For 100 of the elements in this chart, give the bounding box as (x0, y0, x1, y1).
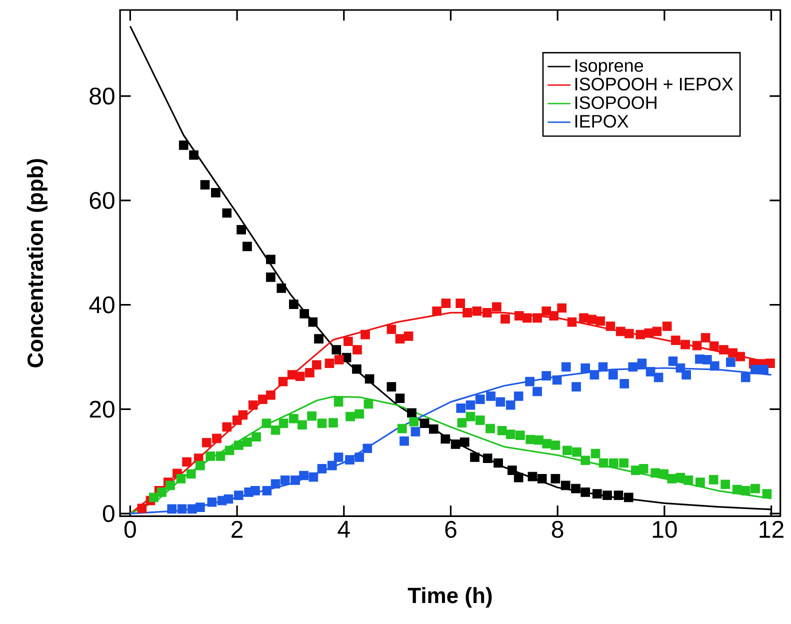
point (592, 488, 602, 498)
point (234, 440, 244, 450)
point (466, 400, 476, 410)
point (364, 374, 374, 384)
point (262, 418, 272, 428)
point (580, 456, 590, 465)
y-tick-label: 0 (102, 504, 114, 522)
legend-label: IEPOX (575, 114, 628, 128)
point (580, 487, 590, 497)
point (456, 403, 466, 413)
point (571, 484, 580, 494)
point (740, 486, 750, 496)
point (280, 475, 290, 485)
y-axis-title: Concentration (ppb) (26, 158, 48, 368)
point (188, 504, 197, 514)
point (750, 484, 760, 494)
x-axis-title: Time (h) (408, 586, 492, 608)
point (345, 455, 354, 464)
point (528, 472, 538, 482)
point (327, 460, 337, 470)
point (740, 372, 750, 382)
point (276, 283, 286, 293)
point (762, 488, 772, 498)
point (624, 492, 634, 502)
y-tick-label: 80 (90, 87, 114, 104)
x-tick-label: 10 (652, 520, 677, 538)
legend-label: ISOPOOH (575, 96, 656, 109)
point (400, 436, 409, 446)
point (759, 364, 768, 374)
point (211, 188, 220, 198)
point (514, 472, 524, 482)
point (207, 497, 217, 507)
point (206, 451, 216, 461)
point (196, 502, 205, 512)
point (676, 472, 686, 482)
x-tick-label: 12 (760, 520, 784, 538)
point (149, 492, 158, 502)
point (270, 425, 280, 435)
point (710, 361, 720, 370)
point (308, 317, 318, 327)
point (608, 458, 618, 468)
point (317, 464, 327, 474)
point (516, 430, 525, 440)
point (407, 408, 416, 418)
legend-label: ISOPOOH + IEPOX (575, 78, 734, 90)
point (506, 429, 516, 439)
point (328, 418, 338, 428)
point (466, 412, 476, 422)
point (475, 394, 485, 404)
y-tick-label: 20 (90, 400, 114, 418)
point (482, 453, 492, 463)
point (440, 434, 450, 444)
point (560, 480, 570, 490)
point (166, 480, 175, 490)
x-tick-label: 4 (338, 520, 350, 538)
point (702, 354, 712, 364)
point (450, 439, 460, 449)
point (200, 180, 210, 190)
point (532, 386, 542, 396)
point (608, 370, 618, 380)
point (542, 438, 552, 448)
point (552, 375, 562, 385)
point (234, 490, 244, 500)
point (410, 426, 420, 436)
point (486, 391, 496, 401)
point (534, 435, 544, 445)
point (236, 224, 246, 234)
point (307, 411, 317, 421)
point (598, 458, 608, 468)
point (395, 393, 405, 403)
point (460, 437, 470, 447)
line-series (129, 396, 772, 514)
point (428, 424, 438, 434)
point (628, 362, 638, 372)
point (352, 364, 362, 374)
point (537, 474, 547, 484)
point (270, 479, 280, 488)
point (497, 426, 507, 436)
point (457, 418, 467, 428)
point (732, 484, 742, 494)
point (300, 308, 310, 318)
point (720, 480, 730, 489)
point (397, 424, 407, 434)
point (708, 474, 718, 484)
point (409, 416, 419, 426)
point (726, 357, 736, 367)
point (278, 418, 288, 428)
point (572, 382, 581, 392)
point (266, 272, 276, 282)
point (620, 378, 630, 388)
point (224, 494, 234, 504)
point (598, 362, 608, 372)
point (486, 424, 495, 434)
point (494, 458, 503, 468)
point (314, 334, 324, 344)
point (602, 490, 612, 500)
point (630, 466, 640, 475)
point (550, 474, 560, 484)
point (696, 478, 705, 487)
point (216, 451, 226, 461)
